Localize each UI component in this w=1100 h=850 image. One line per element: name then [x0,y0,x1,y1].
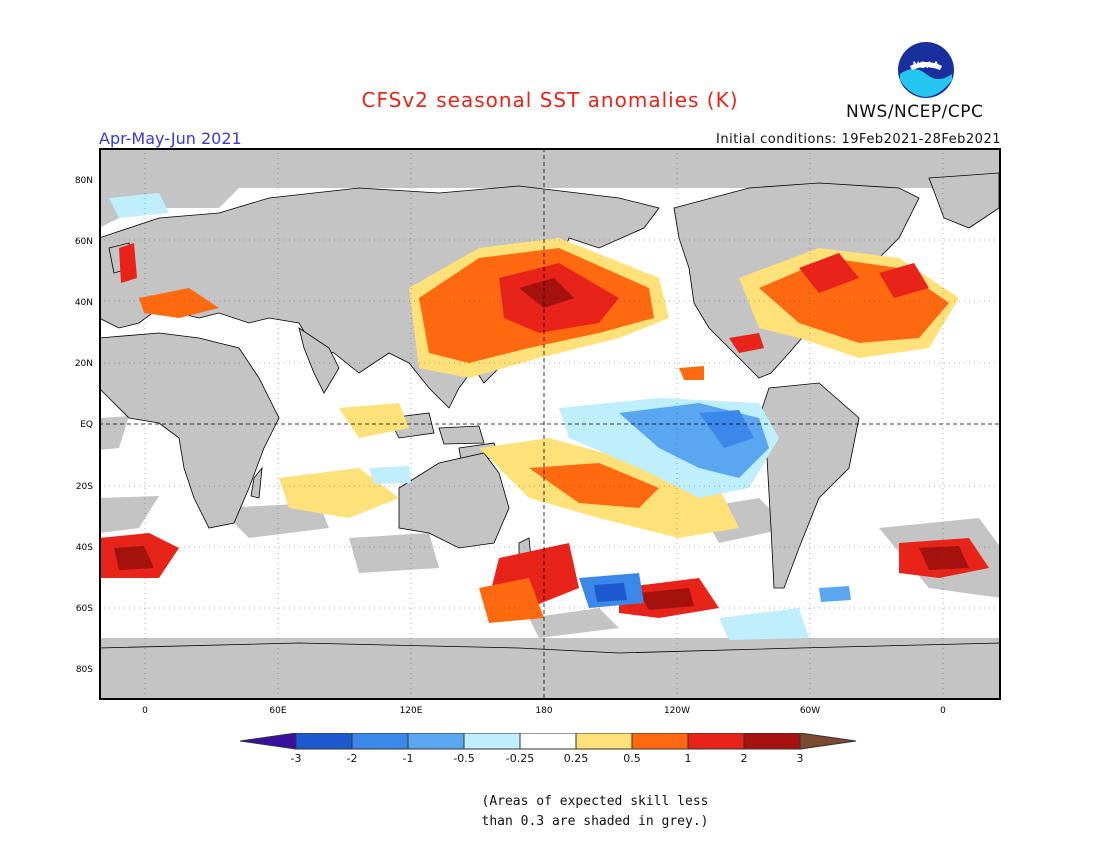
legend-tick-label: 0.25 [563,752,589,765]
skill-footnote: (Areas of expected skill less than 0.3 a… [430,792,760,832]
cool-anomalies [109,193,851,640]
color-legend [239,732,862,755]
australia-land [398,452,510,549]
legend-tick-label: -3 [290,752,302,765]
legend-swatch [407,732,465,750]
legend-tick-label: 1 [684,752,692,765]
legend-tick-label: -1 [402,752,414,765]
legend-tick-label: -2 [346,752,358,765]
legend-tick-label: 0.5 [623,752,641,765]
india-land [298,327,340,394]
legend-tick-label: 2 [740,752,748,765]
graticule [99,148,1001,700]
lat-tick: 40S [75,543,93,553]
africa-land [98,332,280,529]
lon-tick: 180 [535,706,553,716]
legend-swatch [463,732,521,750]
noaa-logo: NOAA [896,40,956,100]
legend-swatch [295,732,353,750]
lat-tick: 20N [74,359,93,369]
antarctica-land [98,642,1002,701]
legend-swatch-above [799,732,857,750]
season-label: Apr-May-Jun 2021 [99,129,242,148]
lon-tick: 60W [799,706,821,716]
lat-tick: 80N [74,176,93,186]
legend-swatch [687,732,745,750]
lat-tick: 80S [75,665,93,675]
sst-anomaly-map [98,148,1002,704]
lat-tick: 60N [74,237,93,247]
legend-tick-label: -0.5 [453,752,475,765]
footnote-line-1: (Areas of expected skill less [481,794,709,809]
footnote-line-2: than 0.3 are shaded in grey.) [481,814,709,829]
legend-swatch [743,732,801,750]
lat-tick: 60S [75,604,93,614]
legend-tick-label: -0.25 [505,752,535,765]
lat-tick: EQ [80,420,93,430]
legend-swatch [519,732,577,750]
lon-tick: 120W [663,706,691,716]
map-title: CFSv2 seasonal SST anomalies (K) [361,88,739,112]
legend-swatch [351,732,409,750]
legend-tick-label: 3 [796,752,804,765]
noaa-logo-text: NOAA [913,60,940,70]
agency-label: NWS/NCEP/CPC [846,102,984,122]
lon-tick: 60E [269,706,287,716]
lon-tick: 120E [399,706,423,716]
legend-swatch [575,732,633,750]
legend-swatch-below [239,732,297,750]
lat-tick: 40N [74,298,93,308]
lon-tick: 0 [940,706,946,716]
lat-tick: 20S [75,482,93,492]
greenland-land [928,172,1000,229]
lon-tick: 0 [142,706,148,716]
initial-conditions-label: Initial conditions: 19Feb2021-28Feb2021 [716,132,1001,147]
warm-anomalies [99,238,989,623]
legend-swatch [631,732,689,750]
map-frame [99,148,1001,700]
